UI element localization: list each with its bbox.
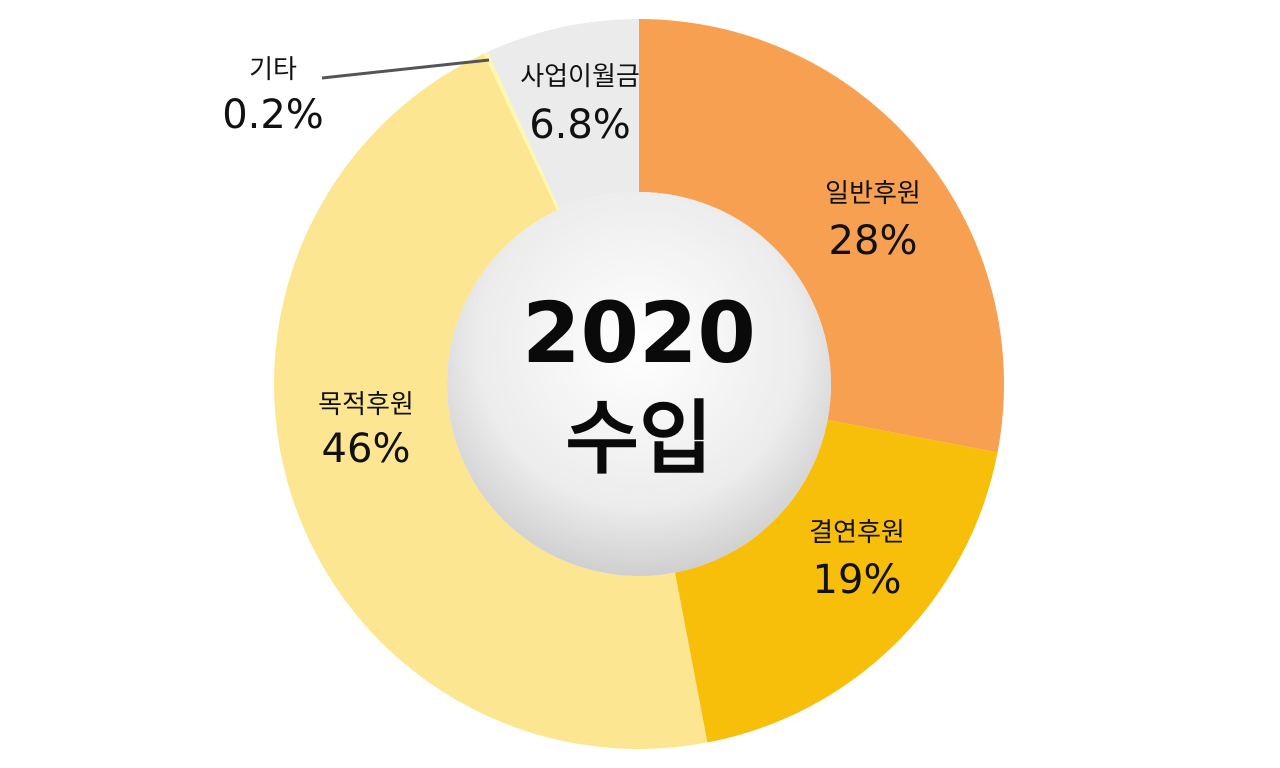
slice-3 <box>274 53 708 750</box>
slice-1 <box>639 19 1004 453</box>
slice-label-value: 6.8% <box>529 102 631 148</box>
slice-label-name: 목적후원 <box>318 390 414 420</box>
slice-label-name: 사업이월금 <box>520 62 640 92</box>
chart-slices <box>274 18 1004 750</box>
slice-label-value: 46% <box>322 426 411 472</box>
slice-4 <box>483 51 560 211</box>
slice-label-value: 19% <box>813 557 902 603</box>
slice-5 <box>487 18 639 210</box>
chart-labels: 일반후원 28% 결연후원 19% 목적후원 46% 기타 0.2% 사업이월금 6.8% <box>222 55 921 603</box>
chart-center-title: 2020 <box>522 284 756 382</box>
slice-label-value: 0.2% <box>222 92 324 138</box>
slice-label-name: 일반후원 <box>825 179 921 209</box>
chart-center-disc <box>447 192 831 576</box>
slice-2 <box>674 419 998 743</box>
leader-line <box>321 58 490 80</box>
chart-center-subtitle: 수입 <box>565 392 712 485</box>
slice-label-name: 결연후원 <box>809 518 905 548</box>
slice-label-value: 28% <box>829 218 918 264</box>
slice-label-name: 기타 <box>249 55 297 85</box>
